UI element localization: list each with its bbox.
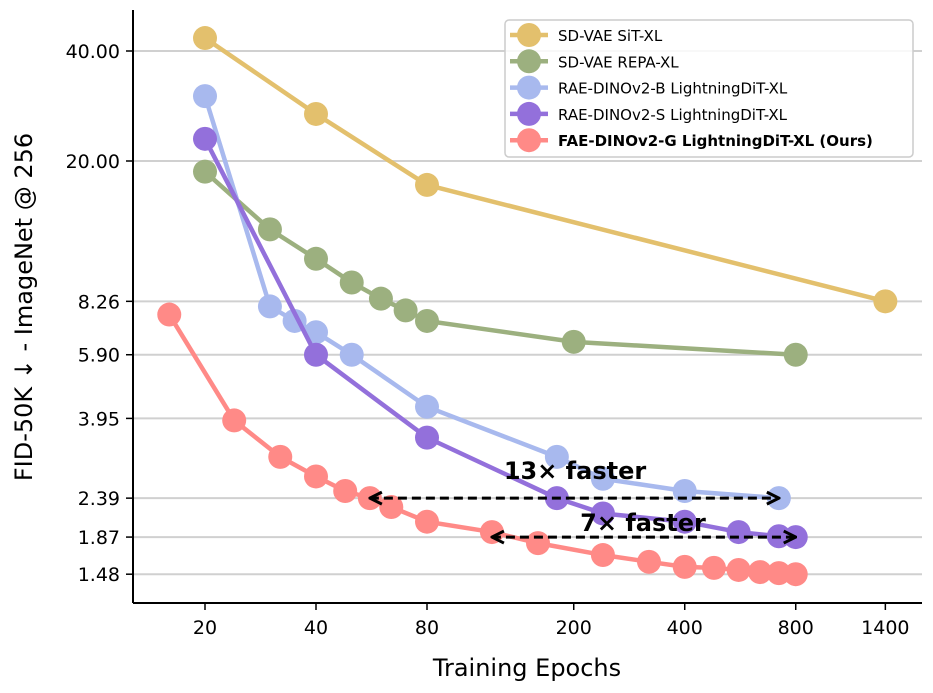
data-point <box>193 26 217 51</box>
data-point <box>393 298 418 323</box>
data-point <box>479 520 504 545</box>
series-4 <box>157 302 808 587</box>
y-tick-label: 5.90 <box>78 345 120 367</box>
x-tick-label: 200 <box>556 617 592 639</box>
x-tick-label: 40 <box>304 617 328 639</box>
y-tick-label: 40.00 <box>66 41 120 63</box>
legend-label: RAE-DINOv2-S LightningDiT-XL <box>558 106 788 124</box>
data-point <box>415 425 439 450</box>
data-point <box>304 246 328 271</box>
legend-marker <box>517 101 541 126</box>
data-point <box>257 217 282 242</box>
data-point <box>726 557 751 582</box>
data-point <box>193 126 217 151</box>
data-point <box>561 329 586 354</box>
series-line <box>203 36 886 304</box>
data-point <box>701 555 726 580</box>
annotation-label: 7× faster <box>580 509 706 537</box>
x-tick-label: 400 <box>667 617 703 639</box>
data-point <box>415 394 439 419</box>
data-point <box>873 289 898 314</box>
data-point <box>193 159 217 184</box>
data-point <box>783 342 808 367</box>
x-tick-label: 80 <box>415 617 439 639</box>
data-point <box>783 562 808 587</box>
y-tick-label: 2.39 <box>78 488 120 510</box>
data-point <box>637 549 661 574</box>
legend-label: SD-VAE SiT-XL <box>558 27 663 45</box>
data-point <box>415 172 439 197</box>
data-point <box>526 531 550 556</box>
annotation-label: 13× faster <box>504 457 647 485</box>
legend: SD-VAE SiT-XL SD-VAE REPA-XL RAE-DINOv2-B … <box>504 19 914 158</box>
data-point <box>590 466 615 491</box>
data-point <box>748 560 772 585</box>
y-tick-label: 20.00 <box>66 151 120 173</box>
data-point <box>333 479 358 503</box>
series-0 <box>193 26 898 314</box>
data-point <box>672 509 697 534</box>
legend-marker <box>517 23 541 47</box>
data-point <box>590 543 615 568</box>
legend-item: FAE-DINOv2-G LightningDiT-XL (Ours) <box>510 128 873 153</box>
y-tick-label: 3.95 <box>78 408 120 430</box>
data-point <box>304 342 328 367</box>
data-point <box>339 342 364 367</box>
series-line <box>202 95 780 501</box>
legend-label: RAE-DINOv2-B LightningDiT-XL <box>558 80 788 98</box>
legend-marker <box>517 49 541 74</box>
data-point <box>268 444 293 469</box>
data-point <box>544 444 569 469</box>
legend-item: RAE-DINOv2-B LightningDiT-XL <box>510 75 788 100</box>
data-point <box>193 84 217 109</box>
data-point <box>415 308 439 333</box>
data-point <box>339 270 364 295</box>
legend-marker <box>517 75 541 100</box>
x-tick-label: 800 <box>778 617 814 639</box>
data-point <box>257 294 282 319</box>
data-point <box>304 101 328 126</box>
y-axis-label: FID-50K ↓ - ImageNet @ 256 <box>10 133 38 481</box>
data-point <box>672 554 697 579</box>
data-point <box>222 408 247 433</box>
x-tick-label: 20 <box>193 617 217 639</box>
legend-marker <box>517 128 541 153</box>
series-3 <box>193 126 808 550</box>
data-point <box>415 509 439 534</box>
legend-label: FAE-DINOv2-G LightningDiT-XL (Ours) <box>558 132 873 150</box>
data-point <box>304 464 328 489</box>
series-2 <box>193 84 791 511</box>
data-point <box>368 286 393 311</box>
y-tick-label: 8.26 <box>78 291 120 313</box>
legend-item: RAE-DINOv2-S LightningDiT-XL <box>510 101 788 126</box>
data-point <box>157 302 182 327</box>
series-line <box>202 137 796 540</box>
x-tick-label: 1400 <box>861 617 909 639</box>
data-point <box>590 501 615 526</box>
legend-item: SD-VAE REPA-XL <box>510 49 679 74</box>
legend-box <box>504 19 914 158</box>
y-tick-label: 1.87 <box>78 527 120 549</box>
legend-label: SD-VAE REPA-XL <box>558 53 679 71</box>
series-1 <box>193 159 808 367</box>
x-axis-label: Training Epochs <box>432 654 621 682</box>
data-point <box>726 520 751 545</box>
y-tick-label: 1.48 <box>78 564 120 586</box>
legend-item: SD-VAE SiT-XL <box>510 23 663 47</box>
